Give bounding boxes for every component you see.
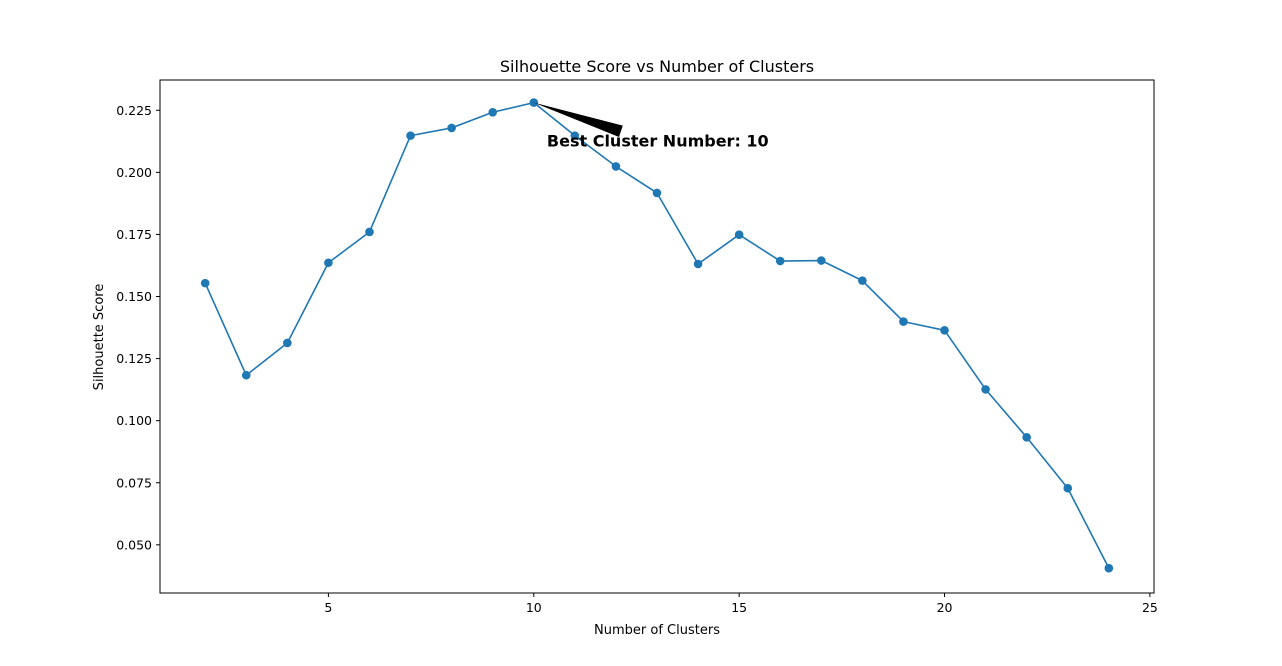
y-axis: 0.050 0.075 0.100 0.125 0.150 0.175 0.200 0.225 [116, 103, 160, 552]
y-tick-label: 0.200 [116, 165, 152, 180]
data-point [816, 256, 826, 265]
data-point [940, 325, 949, 335]
x-tick-label: 20 [937, 600, 953, 615]
series-line [204, 101, 1110, 569]
data-point [200, 278, 210, 288]
data-point [775, 256, 785, 266]
data-point [611, 162, 621, 171]
data-point [406, 131, 415, 140]
data-point [570, 131, 580, 140]
data-point [899, 317, 908, 326]
data-point [734, 230, 744, 239]
data-point [1022, 433, 1031, 442]
data-point [283, 338, 292, 348]
y-tick-label: 0.175 [116, 227, 152, 242]
y-axis-label: Silhouette Score [92, 284, 107, 391]
x-tick-label: 5 [324, 600, 332, 615]
annotation-text: Best Cluster Number: 10 [547, 131, 769, 150]
data-point [652, 188, 662, 198]
y-tick-label: 0.125 [116, 351, 152, 366]
data-point [324, 258, 333, 268]
data-point [241, 370, 251, 380]
y-tick-label: 0.075 [116, 475, 152, 490]
plot-frame [159, 79, 1155, 594]
y-tick-label: 0.050 [116, 537, 152, 552]
data-point [981, 385, 990, 394]
data-point [1063, 483, 1073, 493]
plot-area [200, 98, 1114, 573]
data-point [1104, 563, 1114, 573]
data-point [488, 107, 498, 117]
y-tick-label: 0.100 [116, 413, 152, 428]
chart-title: Silhouette Score vs Number of Clusters [500, 57, 814, 76]
y-tick-label: 0.225 [116, 103, 152, 118]
x-tick-label: 10 [526, 600, 542, 615]
x-tick-label: 15 [731, 600, 747, 615]
data-point [447, 123, 456, 133]
x-axis: 5 10 15 20 25 [324, 593, 1158, 615]
data-point [365, 227, 374, 237]
annotation: Best Cluster Number: 10 [533, 102, 769, 150]
data-point [858, 276, 867, 285]
data-point [529, 98, 539, 107]
x-tick-label: 25 [1142, 600, 1158, 615]
y-tick-label: 0.150 [116, 289, 152, 304]
x-axis-label: Number of Clusters [594, 623, 720, 638]
data-point [693, 259, 703, 269]
annotation-arrow [533, 102, 623, 137]
